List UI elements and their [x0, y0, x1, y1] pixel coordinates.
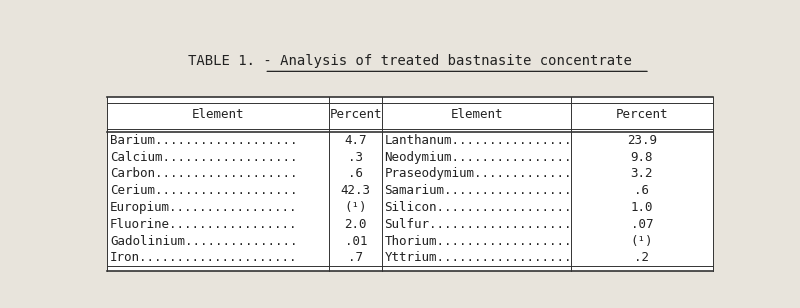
- Text: Neodymium................: Neodymium................: [385, 151, 572, 164]
- Text: Fluorine.................: Fluorine.................: [110, 218, 298, 231]
- Text: 9.8: 9.8: [630, 151, 653, 164]
- Text: Yttrium..................: Yttrium..................: [385, 251, 572, 264]
- Bar: [107, 97, 713, 270]
- Text: Thorium..................: Thorium..................: [385, 235, 572, 248]
- Text: .2: .2: [634, 251, 650, 264]
- Text: Silicon..................: Silicon..................: [385, 201, 572, 214]
- Text: (¹): (¹): [345, 201, 367, 214]
- Text: .3: .3: [348, 151, 363, 164]
- Text: 1.0: 1.0: [630, 201, 653, 214]
- Text: Calcium..................: Calcium..................: [110, 151, 298, 164]
- Text: Praseodymium.............: Praseodymium.............: [385, 167, 572, 180]
- Text: .01: .01: [345, 235, 367, 248]
- Text: Europium.................: Europium.................: [110, 201, 298, 214]
- Text: Element: Element: [450, 108, 503, 121]
- Text: 3.2: 3.2: [630, 167, 653, 180]
- Text: TABLE 1. - Analysis of treated bastnasite concentrate: TABLE 1. - Analysis of treated bastnasit…: [188, 54, 632, 67]
- Text: Samarium.................: Samarium.................: [385, 184, 572, 197]
- Text: 42.3: 42.3: [341, 184, 370, 197]
- Text: Percent: Percent: [330, 108, 382, 121]
- Text: .7: .7: [348, 251, 363, 264]
- Text: Barium...................: Barium...................: [110, 134, 298, 147]
- Text: .07: .07: [630, 218, 653, 231]
- Text: Lanthanum................: Lanthanum................: [385, 134, 572, 147]
- Text: 2.0: 2.0: [345, 218, 367, 231]
- Text: Gadolinium...............: Gadolinium...............: [110, 235, 298, 248]
- Text: Percent: Percent: [616, 108, 668, 121]
- Text: Element: Element: [192, 108, 245, 121]
- Text: .6: .6: [348, 167, 363, 180]
- Text: Iron.....................: Iron.....................: [110, 251, 298, 264]
- Text: 23.9: 23.9: [627, 134, 657, 147]
- Text: .6: .6: [634, 184, 650, 197]
- Text: Carbon...................: Carbon...................: [110, 167, 298, 180]
- Text: 4.7: 4.7: [345, 134, 367, 147]
- Text: (¹): (¹): [630, 235, 653, 248]
- Text: Cerium...................: Cerium...................: [110, 184, 298, 197]
- Text: Sulfur...................: Sulfur...................: [385, 218, 572, 231]
